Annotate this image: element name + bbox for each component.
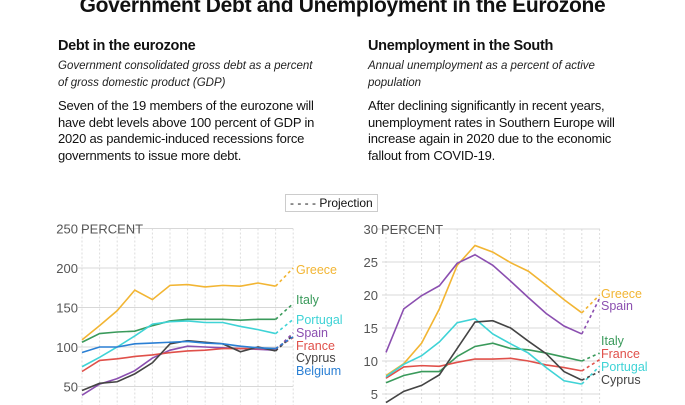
series-line-greece (81, 282, 276, 341)
dashed-line-swatch: - - - - (290, 196, 316, 210)
series-label-spain: Spain (601, 299, 633, 313)
series-label-cyprus: Cyprus (601, 373, 641, 387)
projection-line-spain (275, 332, 294, 351)
series-label-france: France (296, 339, 335, 353)
series-label-portugal: Portugal (296, 313, 343, 327)
series-label-portugal: Portugal (601, 360, 648, 374)
y-tick-label: 15 (364, 321, 378, 336)
series-line-italy (385, 342, 582, 384)
series-line-spain (385, 253, 583, 353)
y-tick-label: 100 (56, 340, 78, 355)
debt-chart: 50 100 150 200 250 PERCENT Greece Italy Portugal… (56, 222, 343, 405)
series-label-greece: Greece (601, 287, 642, 301)
projection-line-portugal (275, 318, 294, 335)
projection-line-portugal (581, 365, 601, 385)
series-label-france: France (601, 347, 640, 361)
series-line-portugal (81, 320, 276, 368)
series-label-italy: Italy (296, 293, 320, 307)
series-line-greece (385, 244, 583, 377)
series-line-portugal (385, 317, 582, 385)
projection-line-italy (581, 352, 600, 362)
y-tick-label: 10 (364, 354, 378, 369)
series-line-italy (81, 318, 276, 343)
projection-line-italy (275, 302, 294, 320)
projection-line-greece (581, 294, 601, 314)
projection-line-greece (275, 267, 294, 287)
unemployment-heading: Unemployment in the South (368, 38, 554, 54)
series-line-spain (81, 345, 276, 396)
series-label-spain: Spain (296, 326, 328, 340)
debt-panel-text: Debt in the eurozone Government consolid… (58, 38, 358, 164)
debt-subtitle: Government consolidated gross debt as a … (58, 60, 313, 89)
series-line-france (81, 347, 276, 373)
y-tick-label: 5 (371, 387, 378, 402)
y-axis-unit-label: PERCENT (381, 222, 443, 237)
projection-line-spain (581, 297, 601, 335)
series-label-belgium: Belgium (296, 364, 341, 378)
series-line-france (385, 357, 582, 379)
y-tick-label: 200 (56, 261, 78, 276)
debt-heading: Debt in the eurozone (58, 38, 196, 54)
series-label-greece: Greece (296, 263, 337, 277)
page-title: Government Debt and Unemployment in the … (79, 0, 606, 17)
y-tick-label: 30 (364, 222, 378, 237)
y-tick-label: 25 (364, 255, 378, 270)
y-tick-label: 20 (364, 288, 378, 303)
unemployment-description: After declining significantly in recent … (368, 98, 615, 163)
legend-label: Projection (319, 196, 373, 210)
series-line-belgium (81, 340, 276, 354)
y-tick-label: 150 (56, 301, 78, 316)
y-tick-label: 250 (56, 222, 78, 237)
projection-legend: - - - - Projection (285, 194, 378, 212)
series-label-cyprus: Cyprus (296, 351, 336, 365)
series-line-cyprus (385, 319, 583, 404)
unemployment-subtitle: Annual unemployment as a percent of acti… (368, 60, 595, 89)
unemployment-panel-text: Unemployment in the South Annual unemplo… (368, 38, 668, 164)
y-tick-label: 50 (64, 380, 78, 395)
series-label-italy: Italy (601, 334, 625, 348)
debt-description: Seven of the 19 members of the eurozone … (58, 98, 315, 163)
y-axis-unit-label: PERCENT (81, 222, 143, 237)
